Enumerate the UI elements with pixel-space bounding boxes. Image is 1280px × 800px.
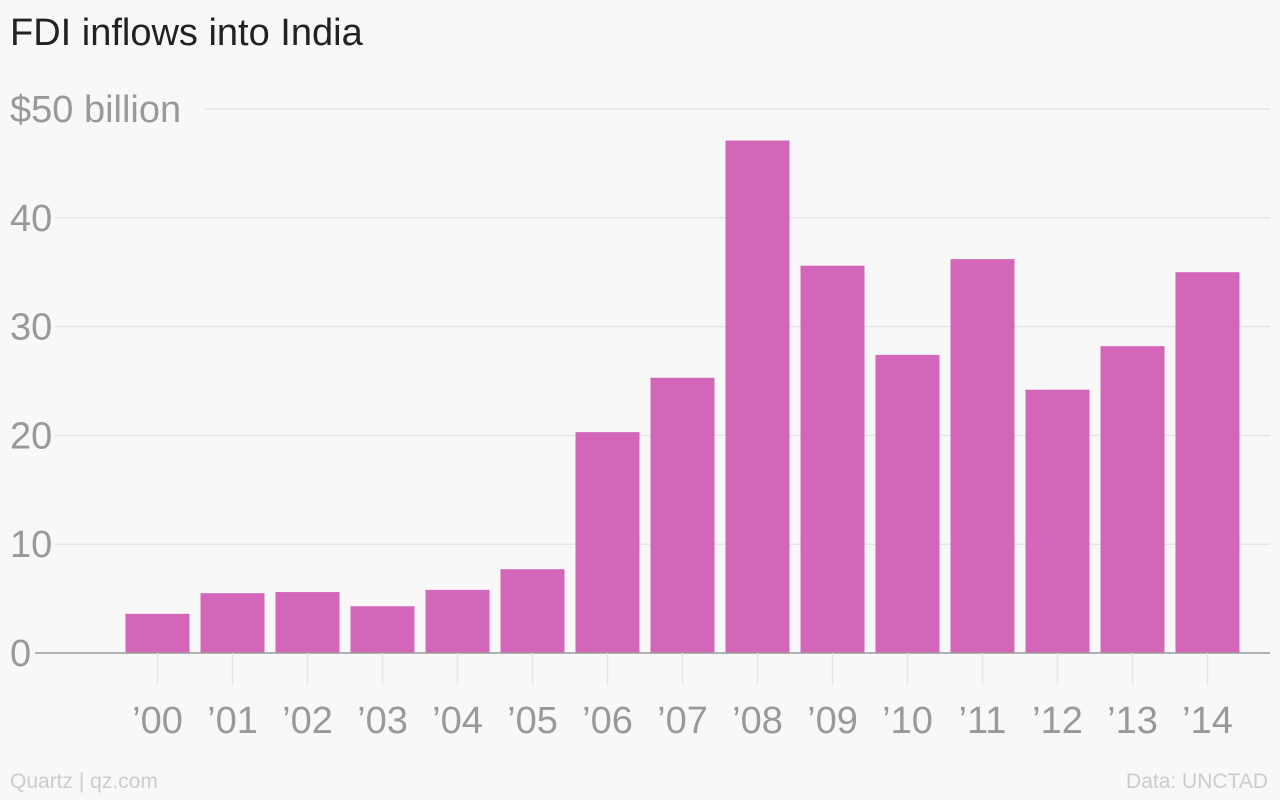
x-tick-label: ’09 — [807, 700, 858, 742]
bar — [800, 265, 865, 653]
y-tick-label: $50 billion — [10, 89, 181, 131]
x-tick-label: ’12 — [1032, 700, 1083, 742]
x-tick-label: ’10 — [882, 700, 933, 742]
bar — [650, 377, 715, 653]
bar — [125, 613, 190, 653]
y-tick-label: 20 — [10, 415, 52, 457]
bar — [950, 259, 1015, 653]
x-tick-label: ’04 — [432, 700, 483, 742]
bar — [1175, 272, 1240, 653]
y-tick-label: 0 — [10, 633, 31, 675]
x-tick-label: ’02 — [282, 700, 333, 742]
x-tick-label: ’06 — [582, 700, 633, 742]
y-tick-label: 30 — [10, 307, 52, 349]
x-tick-label: ’03 — [357, 700, 408, 742]
bar — [1100, 346, 1165, 653]
bar — [1025, 389, 1090, 653]
y-tick-label: 40 — [10, 198, 52, 240]
x-tick-label: ’11 — [959, 700, 1007, 742]
bar — [875, 354, 940, 653]
x-axis — [35, 652, 1270, 685]
x-tick-label: ’08 — [732, 700, 783, 742]
x-tick-label: ’00 — [132, 700, 183, 742]
x-tick-label: ’01 — [207, 700, 258, 742]
footer-source: Data: UNCTAD — [1126, 770, 1268, 793]
bar — [500, 569, 565, 653]
bar — [575, 432, 640, 653]
x-tick-label: ’07 — [657, 700, 708, 742]
bar — [200, 593, 265, 653]
bar — [275, 592, 340, 653]
bar — [425, 589, 490, 653]
y-axis-tick-labels: 0 10 20 30 40 $50 billion — [10, 89, 181, 675]
y-tick-label: 10 — [10, 524, 52, 566]
x-tick-label: ’05 — [507, 700, 558, 742]
x-tick-label: ’14 — [1182, 700, 1233, 742]
x-tick-label: ’13 — [1107, 700, 1158, 742]
x-axis-tick-labels: ’00 ’01 ’02 ’03 ’04 ’05 ’06 ’07 ’08 ’09 ’10 ’11 ’12 ’… — [132, 700, 1233, 742]
footer-credit: Quartz | qz.com — [10, 770, 158, 793]
bar — [725, 140, 790, 653]
bar — [350, 606, 415, 653]
bars — [125, 140, 1240, 653]
chart-title: FDI inflows into India — [10, 12, 363, 54]
